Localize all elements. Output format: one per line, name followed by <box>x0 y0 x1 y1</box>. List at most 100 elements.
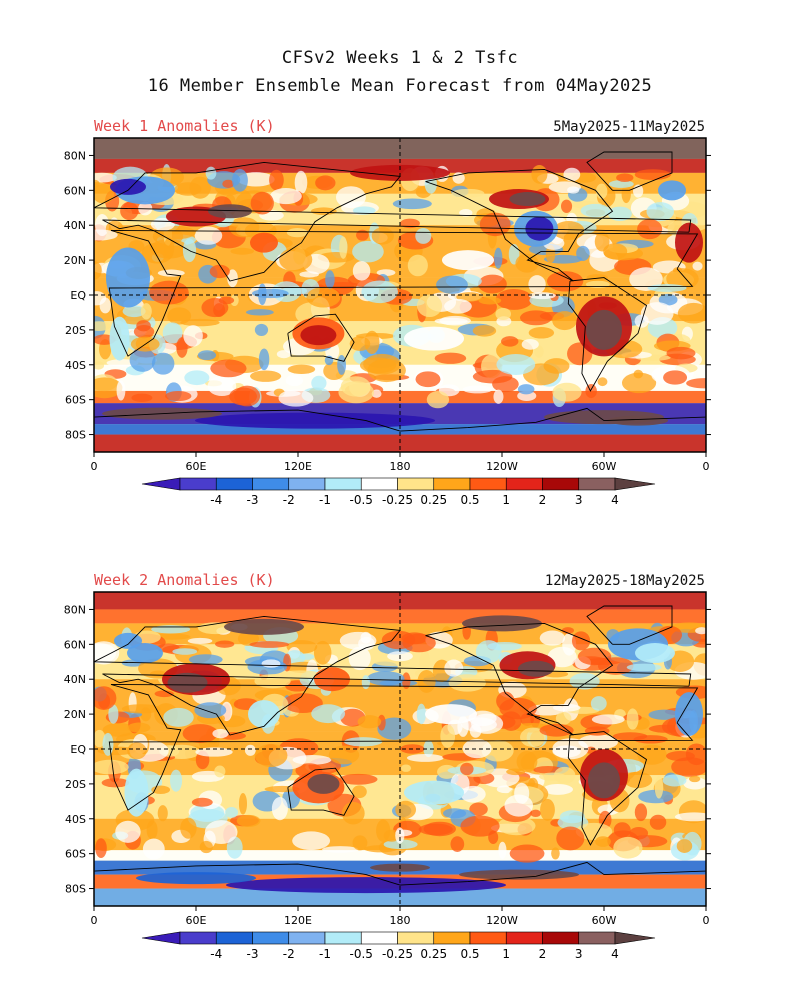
colorbar-tick-label: -0.25 <box>382 947 413 961</box>
colorbar-swatch <box>288 931 326 945</box>
anomaly-speckle <box>176 337 188 358</box>
panel1-label: Week 1 Anomalies (K) <box>94 117 275 135</box>
europe-asia-outline <box>94 615 692 736</box>
anomaly-speckle <box>479 212 511 237</box>
colorbar-swatch <box>433 477 471 491</box>
anomaly-speckle <box>392 198 432 210</box>
anomaly-speckle <box>197 350 217 361</box>
anomaly-speckle <box>528 327 555 339</box>
africa-outline <box>108 684 699 811</box>
anomaly-speckle <box>195 747 233 757</box>
lon-label: 0 <box>703 914 710 927</box>
anomaly-speckle <box>311 704 346 724</box>
anomaly-speckle <box>236 814 261 827</box>
anomaly-speckle <box>440 724 456 748</box>
anomaly-speckle <box>662 774 687 787</box>
anomaly-speckle <box>299 271 319 278</box>
anomaly-speckle <box>367 671 405 686</box>
anomaly-speckle <box>444 298 472 314</box>
anomaly-region <box>248 700 280 729</box>
anomaly-speckle <box>613 822 631 838</box>
anomaly-region <box>404 780 464 805</box>
anomaly-speckle <box>212 728 229 739</box>
anomaly-speckle <box>451 188 485 198</box>
anomaly-speckle <box>640 302 674 325</box>
anomaly-speckle <box>343 737 383 747</box>
colorbar-tick-label: 0.5 <box>460 493 479 507</box>
colorbar-tick-label: 1 <box>502 947 510 961</box>
anomaly-speckle <box>294 170 308 195</box>
south-america-outline <box>567 731 648 846</box>
anomaly-speckle <box>460 762 474 776</box>
antarctica-outline <box>94 407 706 432</box>
colorbar-tick-label: -0.5 <box>350 493 373 507</box>
anomaly-speckle <box>157 805 168 822</box>
anomaly-speckle <box>199 840 213 854</box>
anomaly-speckle <box>590 696 607 711</box>
lat-label: 60S <box>65 394 86 407</box>
anomaly-speckle <box>361 280 398 304</box>
anomaly-speckle <box>580 203 610 218</box>
colorbar-tick-label: -0.5 <box>350 947 373 961</box>
anomaly-speckle <box>315 175 336 191</box>
lat-label: 20S <box>65 324 86 337</box>
anomaly-speckle <box>462 738 492 759</box>
anomaly-speckle <box>400 764 412 772</box>
anomaly-speckle <box>102 732 114 756</box>
anomaly-speckle <box>534 345 544 358</box>
lat-label: 20N <box>64 254 86 267</box>
anomaly-speckle <box>444 659 464 677</box>
anomaly-speckle <box>539 772 567 781</box>
anomaly-speckle <box>563 167 581 182</box>
anomaly-speckle <box>311 375 327 391</box>
lat-label: 80S <box>65 429 86 442</box>
anomaly-speckle <box>282 693 323 714</box>
anomaly-speckle <box>575 822 613 841</box>
anomaly-region <box>675 692 703 737</box>
anomaly-speckle <box>495 307 512 321</box>
anomaly-speckle <box>364 330 380 354</box>
colorbar-tick-label: -3 <box>247 947 259 961</box>
anomaly-speckle <box>154 690 174 698</box>
anomaly-speckle <box>553 221 585 240</box>
colorbar-swatch <box>179 931 217 945</box>
anomaly-speckle <box>94 361 105 370</box>
colorbar-swatch <box>252 931 290 945</box>
anomaly-speckle <box>459 208 473 217</box>
anomaly-speckle <box>552 311 577 331</box>
anomaly-speckle <box>528 275 546 294</box>
anomaly-speckle <box>207 376 237 397</box>
anomaly-region <box>608 415 668 426</box>
anomaly-region <box>462 615 542 632</box>
anomaly-speckle <box>487 641 522 651</box>
lon-label: 0 <box>91 914 98 927</box>
anomaly-region <box>586 309 622 350</box>
anomaly-region <box>250 232 278 253</box>
anomaly-speckle <box>115 820 141 843</box>
week2-colorbar: -4 -3 -2 -1 -0.5 -0.25 0.25 0.5 1 2 3 4 <box>141 931 656 961</box>
colorbar-swatch <box>397 477 435 491</box>
anomaly-speckle <box>190 803 225 822</box>
anomaly-speckle <box>493 389 504 404</box>
anomaly-speckle <box>322 846 359 853</box>
anomaly-speckle <box>249 641 290 648</box>
lon-label: 60W <box>592 460 617 473</box>
lat-label: 20S <box>65 778 86 791</box>
anomaly-speckle <box>227 269 238 288</box>
colorbar-swatch <box>215 477 253 491</box>
anomaly-speckle <box>184 370 210 386</box>
anomaly-speckle <box>142 838 165 860</box>
anomaly-speckle <box>543 358 570 374</box>
anomaly-speckle <box>258 283 267 306</box>
anomaly-speckle <box>254 323 269 337</box>
lon-label: 0 <box>703 460 710 473</box>
anomaly-speckle <box>367 358 406 383</box>
anomaly-speckle <box>460 815 500 837</box>
anomaly-speckle <box>94 172 117 183</box>
anomaly-speckle <box>478 296 502 305</box>
anomaly-speckle <box>683 777 706 790</box>
anomaly-speckle <box>374 659 411 667</box>
lat-label: 60S <box>65 848 86 861</box>
anomaly-speckle <box>626 663 662 672</box>
anomaly-region <box>224 618 304 635</box>
